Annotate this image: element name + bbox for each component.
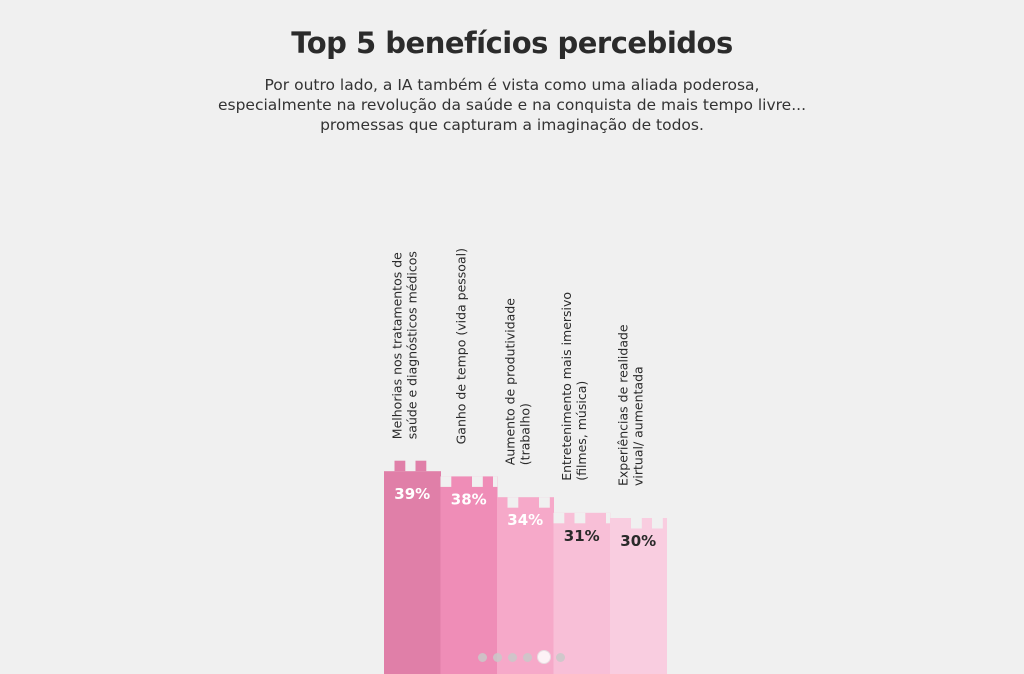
bar-edge-pixel — [394, 460, 406, 472]
category-label-line: (filmes, música) — [574, 381, 589, 481]
bar-value-label: 30% — [620, 532, 656, 550]
carousel-dot[interactable] — [523, 652, 532, 662]
category-label-line: Melhorias nos tratamentos de — [390, 252, 405, 439]
bar — [497, 497, 554, 674]
bar-value-label: 39% — [394, 485, 430, 503]
carousel-dot[interactable] — [538, 651, 550, 663]
category-label: Entretenimento mais imersivo(filmes, mús… — [559, 292, 589, 481]
subtitle-line: promessas que capturam a imaginação de t… — [320, 116, 704, 134]
category-label: Ganho de tempo (vida pessoal) — [454, 248, 469, 444]
bar-edge-pixel — [574, 512, 586, 524]
category-label: Experiências de realidadevirtual/ aument… — [616, 324, 646, 486]
bar-value-label: 38% — [451, 490, 487, 508]
carousel-dot[interactable] — [493, 652, 502, 662]
bar-edge-pixel — [606, 512, 611, 524]
bar-edge-pixel — [553, 512, 565, 524]
category-label-line: saúde e diagnósticos médicos — [405, 251, 420, 439]
bar-edge-pixel — [472, 476, 483, 487]
page-title: Top 5 benefícios percebidos — [291, 26, 733, 60]
category-label-line: Experiências de realidade — [616, 324, 631, 486]
bar-edge-pixel — [539, 497, 550, 508]
carousel-pagination — [478, 651, 565, 663]
bar — [440, 476, 498, 674]
bar-group: 30% Experiências de realidadevirtual/ aum… — [610, 324, 667, 674]
category-label-line: Ganho de tempo (vida pessoal) — [454, 248, 469, 444]
bar-group: 34% Aumento de produtividade(trabalho) — [497, 298, 554, 674]
bar-edge-pixel — [415, 460, 427, 472]
bar — [553, 512, 611, 674]
category-label: Aumento de produtividade(trabalho) — [503, 298, 533, 465]
subtitle-line: especialmente na revolução da saúde e na… — [217, 96, 806, 114]
bar-edge-pixel — [507, 497, 519, 508]
bar-value-label: 34% — [507, 511, 543, 529]
page-subtitle: Por outro lado, a IA também é vista como… — [212, 75, 812, 135]
bar-edge-pixel — [631, 518, 642, 529]
bar-edge-pixel — [440, 476, 452, 487]
category-label: Melhorias nos tratamentos desaúde e diag… — [390, 251, 420, 439]
bar-edge-pixel — [493, 476, 498, 487]
category-label-line: Aumento de produtividade — [503, 298, 518, 465]
bar — [384, 471, 441, 674]
carousel-dot[interactable] — [556, 652, 565, 662]
category-label-line: virtual/ aumentada — [631, 366, 646, 486]
subtitle-line: Por outro lado, a IA também é vista como… — [264, 76, 760, 94]
bar-group: 31% Entretenimento mais imersivo(filmes, … — [553, 292, 611, 674]
bar-group: 38% Ganho de tempo (vida pessoal) — [440, 248, 498, 674]
carousel-dot[interactable] — [478, 652, 487, 662]
bar-value-label: 31% — [564, 527, 600, 545]
category-label-line: Entretenimento mais imersivo — [559, 292, 574, 481]
carousel-dot[interactable] — [508, 652, 517, 662]
bar — [610, 518, 667, 674]
bar-group: 39% Melhorias nos tratamentos desaúde e d… — [384, 251, 441, 674]
bar-edge-pixel — [652, 518, 663, 529]
category-label-line: (trabalho) — [518, 403, 533, 465]
